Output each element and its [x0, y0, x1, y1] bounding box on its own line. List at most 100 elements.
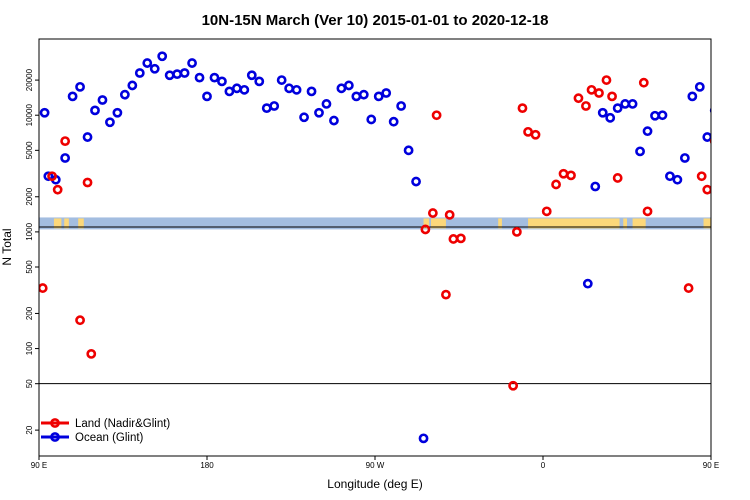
x-tick-label: 90 W	[366, 461, 385, 470]
ocean-point	[329, 115, 339, 126]
ocean-point	[261, 103, 272, 114]
ocean-point	[403, 145, 414, 156]
land-point	[558, 168, 569, 179]
land-point	[573, 93, 584, 104]
land-point	[523, 126, 533, 137]
y-tick-label: 1000	[25, 222, 34, 240]
ocean-point	[217, 76, 227, 87]
land-point	[444, 209, 455, 220]
land-point	[638, 77, 649, 88]
land-point	[734, 179, 741, 186]
ocean-point	[179, 68, 190, 78]
ocean-point	[105, 117, 115, 128]
ocean-point	[396, 101, 407, 111]
ocean-point	[702, 132, 711, 142]
ocean-point	[254, 76, 265, 87]
legend-land-label: Land (Nadir&Glint)	[75, 418, 170, 430]
ocean-point	[119, 89, 130, 100]
map-land-segment	[623, 218, 627, 229]
map-strip	[39, 217, 711, 230]
land-point	[601, 75, 612, 85]
ocean-point	[284, 83, 295, 94]
land-point	[566, 170, 576, 181]
reference-lines	[39, 226, 711, 385]
x-axis-label: Longitude (deg E)	[327, 477, 422, 491]
ocean-point	[306, 86, 317, 97]
land-point	[737, 350, 744, 357]
land-point	[709, 137, 711, 145]
ocean-point	[187, 58, 197, 68]
y-axis-ticks: 20 50 100 200 500 1000 2000 5000 10000 20000	[25, 68, 39, 435]
x-tick-label: 90 E	[31, 461, 47, 470]
ocean-point	[82, 132, 93, 142]
land-point	[52, 184, 63, 195]
land-point	[551, 179, 561, 190]
land-point	[683, 283, 694, 293]
land-point	[511, 226, 522, 237]
ocean-point	[388, 116, 399, 127]
y-tick-label: 5000	[25, 141, 34, 159]
y-tick-label: 2000	[25, 187, 34, 205]
ocean-point	[224, 86, 235, 97]
plot-frame	[38, 38, 712, 457]
land-point	[75, 315, 85, 326]
ocean-point	[336, 83, 347, 94]
ocean-point	[590, 181, 601, 192]
ocean-point	[381, 88, 392, 98]
y-tick-label: 500	[25, 260, 34, 274]
ocean-point	[164, 70, 175, 81]
y-tick-label: 20	[25, 425, 34, 434]
legend-ocean-label: Ocean (Glint)	[75, 432, 144, 444]
x-tick-label: 90 E	[703, 461, 719, 470]
ocean-point	[157, 51, 168, 62]
ocean-point	[635, 146, 645, 157]
land-point	[441, 289, 451, 300]
ocean-point	[291, 84, 302, 95]
ocean-point	[358, 89, 369, 100]
land-point	[420, 224, 431, 235]
land-point	[39, 283, 48, 293]
ocean-point	[239, 84, 250, 95]
ocean-point	[694, 81, 705, 92]
ocean-point	[597, 107, 608, 118]
ocean-point	[418, 433, 429, 444]
legend-ocean-marker	[50, 432, 60, 442]
map-ocean-band	[39, 217, 711, 230]
ocean-point	[299, 112, 309, 123]
land-point	[448, 234, 459, 244]
land-point	[586, 84, 597, 95]
y-tick-label: 10000	[25, 104, 34, 127]
ocean-point	[97, 95, 108, 105]
land-point	[702, 184, 711, 195]
map-land-segment	[632, 218, 646, 229]
ocean-point	[709, 107, 711, 114]
ocean-point	[741, 91, 748, 98]
land-point	[508, 380, 519, 391]
y-tick-label: 200	[25, 306, 34, 320]
map-land-segment	[498, 218, 502, 229]
land-point	[47, 171, 57, 182]
land-point	[530, 129, 541, 140]
legend-item-ocean: Ocean (Glint)	[41, 432, 144, 444]
ocean-point	[605, 112, 616, 123]
ocean-point	[202, 91, 212, 102]
ocean-point	[687, 91, 698, 102]
land-point	[541, 206, 552, 217]
ocean-point	[627, 99, 638, 109]
x-tick-label: 0	[541, 461, 546, 470]
ocean-point	[734, 109, 741, 116]
ocean-point	[321, 99, 332, 109]
legend-item-land: Land (Nadir&Glint)	[41, 418, 170, 430]
ocean-point	[90, 105, 100, 116]
map-land-segment	[53, 218, 62, 229]
ocean-point	[209, 72, 220, 83]
y-tick-label: 20000	[25, 68, 34, 91]
ocean-point	[612, 103, 623, 114]
ocean-point	[142, 58, 153, 68]
ocean-point	[149, 63, 160, 74]
ocean-point	[134, 68, 145, 78]
ocean-point	[343, 80, 354, 91]
land-point	[642, 206, 653, 217]
y-tick-label: 50	[25, 379, 34, 388]
ocean-point	[411, 176, 421, 187]
